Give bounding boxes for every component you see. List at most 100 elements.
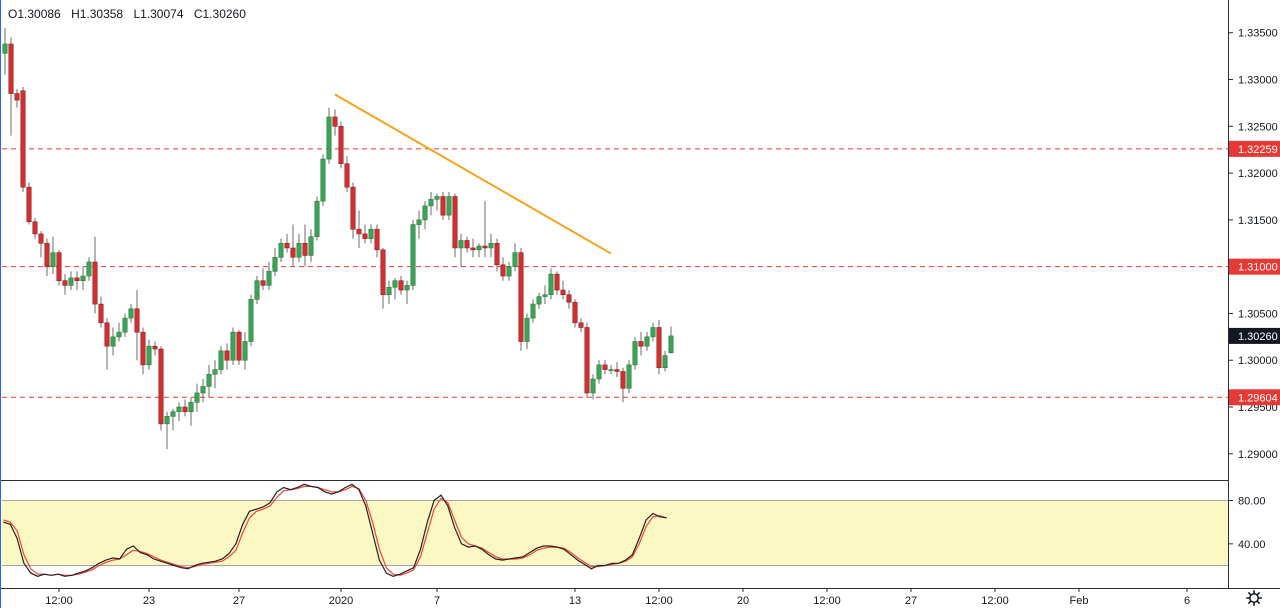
candle xyxy=(476,243,482,258)
price-label-box xyxy=(1229,327,1280,344)
candle-body xyxy=(458,240,464,249)
candle xyxy=(506,261,512,281)
candle xyxy=(602,360,608,375)
time-tick-label: 6 xyxy=(1184,595,1190,607)
price-label-box xyxy=(1229,389,1280,406)
candle xyxy=(56,249,62,286)
candle xyxy=(614,362,620,378)
time-tick-label: 27 xyxy=(233,595,245,607)
candle xyxy=(386,280,392,305)
candle-body xyxy=(566,294,572,303)
candle xyxy=(590,374,596,400)
candle-body xyxy=(224,350,230,361)
candle-body xyxy=(230,331,236,361)
candle xyxy=(338,121,344,169)
candle xyxy=(350,182,356,239)
candle-body xyxy=(404,285,410,291)
candle-body xyxy=(170,411,176,417)
candle-body xyxy=(314,200,320,238)
candle xyxy=(224,343,230,370)
candle-body xyxy=(380,249,386,296)
candle xyxy=(380,247,386,309)
candle-body xyxy=(8,43,14,94)
candle xyxy=(404,280,410,305)
candle-body xyxy=(116,331,122,338)
candle xyxy=(200,378,206,403)
candle-body xyxy=(440,196,446,216)
candle xyxy=(50,236,56,275)
candle xyxy=(26,182,32,225)
candle-body xyxy=(488,242,494,249)
candle-body xyxy=(320,158,326,202)
candle xyxy=(98,296,104,328)
candle-body xyxy=(446,196,452,216)
candle xyxy=(14,88,20,108)
candle-body xyxy=(260,280,266,286)
candle-body xyxy=(296,242,302,258)
candle xyxy=(110,327,116,356)
candle-body xyxy=(86,261,92,277)
time-tick-label: 27 xyxy=(905,595,917,607)
candle-body xyxy=(656,327,662,369)
stoch-band xyxy=(2,500,1228,566)
candle-body xyxy=(326,116,332,160)
gear-icon[interactable] xyxy=(1242,588,1266,608)
candle-body xyxy=(32,221,38,235)
candle xyxy=(638,332,644,356)
candle xyxy=(146,339,152,370)
candle-body xyxy=(266,271,272,286)
candle-body xyxy=(620,371,626,389)
candle xyxy=(134,290,140,361)
candle xyxy=(8,37,14,136)
candle xyxy=(554,271,560,295)
price-label-box xyxy=(1229,140,1280,157)
stoch-tick-label: 40.00 xyxy=(1238,539,1266,551)
candle-body xyxy=(302,242,308,256)
candle-body xyxy=(590,378,596,394)
candle xyxy=(176,402,182,422)
candle-body xyxy=(80,275,86,282)
candle xyxy=(440,191,446,220)
ohlc-open: O1.30086 xyxy=(8,7,61,21)
time-tick-label: 23 xyxy=(143,595,155,607)
candle xyxy=(254,276,260,305)
candle-body xyxy=(110,336,116,347)
candle xyxy=(332,109,338,136)
candle-body xyxy=(350,186,356,230)
candle-body xyxy=(44,242,50,267)
candle xyxy=(278,238,284,262)
candle xyxy=(62,274,68,295)
candle-body xyxy=(398,280,404,291)
candle xyxy=(32,218,38,239)
candle xyxy=(194,383,200,412)
candle xyxy=(92,236,98,314)
candle xyxy=(470,238,476,258)
candle-body xyxy=(104,322,110,347)
candle xyxy=(632,336,638,370)
candle-body xyxy=(410,224,416,286)
candle xyxy=(464,236,470,253)
candle-body xyxy=(356,228,362,235)
candle-body xyxy=(236,331,242,361)
candle-body xyxy=(482,245,488,249)
candle-body xyxy=(200,386,206,394)
candle xyxy=(608,364,614,375)
candle xyxy=(500,257,506,281)
candle-body xyxy=(452,196,458,249)
candle-body xyxy=(338,126,344,165)
candle-body xyxy=(128,308,134,319)
candle-body xyxy=(218,350,224,370)
candle xyxy=(38,231,44,258)
candle xyxy=(152,341,158,356)
candle-body xyxy=(524,317,530,342)
candle xyxy=(314,196,320,241)
candle-body xyxy=(470,247,476,251)
price-tick-label: 1.29000 xyxy=(1238,449,1278,461)
candle xyxy=(662,350,668,372)
candle xyxy=(20,87,26,192)
candle-body xyxy=(284,242,290,249)
candle-body xyxy=(182,406,188,412)
price-label-level: 1.29604 xyxy=(1229,389,1280,406)
